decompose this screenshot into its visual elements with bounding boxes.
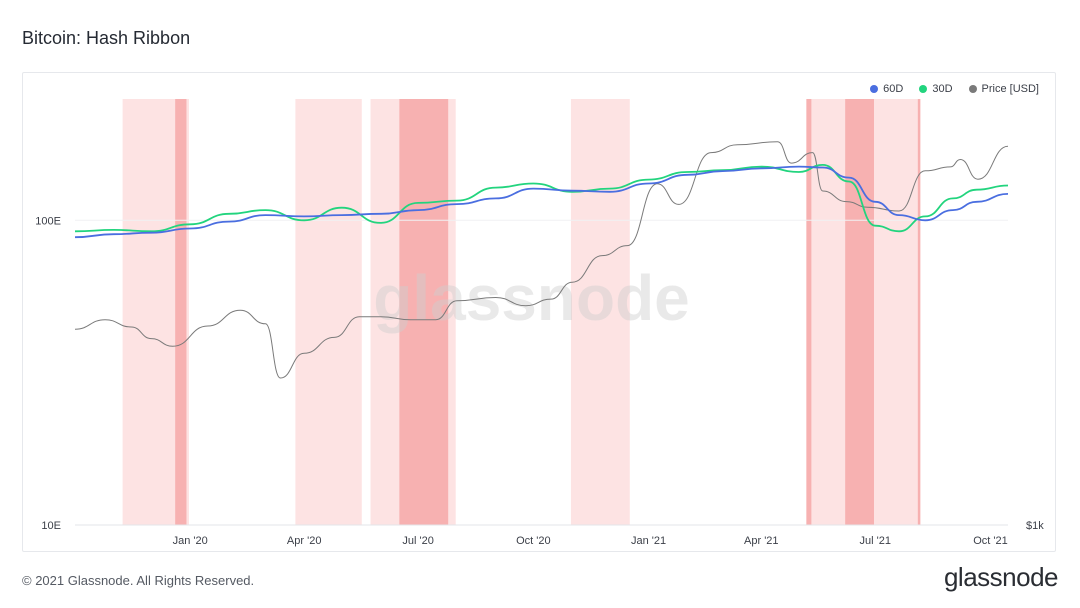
y-left-tick-label: 100E (35, 215, 61, 227)
chart-legend: 60D 30D Price [USD] (870, 83, 1039, 95)
capitulation-band-light (295, 99, 362, 525)
legend-item-30d[interactable]: 30D (919, 83, 953, 95)
legend-label-60d: 60D (883, 83, 904, 95)
page-title: Bitcoin: Hash Ribbon (22, 28, 191, 48)
legend-item-price[interactable]: Price [USD] (968, 83, 1039, 95)
legend-dot-price (968, 85, 977, 93)
legend-label-price: Price [USD] (981, 83, 1039, 95)
x-tick-label: Apr '20 (287, 535, 322, 547)
capitulation-band-dark (806, 99, 812, 525)
copyright-text: © 2021 Glassnode. All Rights Reserved. (22, 573, 255, 588)
series-line-price (74, 141, 1009, 379)
x-tick-label: Jan '21 (631, 535, 666, 547)
x-tick-label: Jul '21 (860, 535, 891, 547)
capitulation-band-dark (175, 99, 187, 525)
legend-dot-30d (919, 85, 928, 93)
legend-item-60d[interactable]: 60D (870, 83, 903, 95)
x-tick-label: Jan '20 (173, 535, 208, 547)
y-right-tick-label: $1k (1026, 520, 1044, 532)
x-tick-label: Oct '20 (516, 535, 551, 547)
x-tick-label: Jul '20 (402, 535, 433, 547)
capitulation-band-dark (917, 99, 921, 525)
chart-card: glassnode 10E 100E $1k Jan '20 Apr '20 Jul '20… (22, 72, 1056, 552)
capitulation-band-light (570, 99, 630, 525)
capitulation-band-dark (399, 99, 449, 525)
x-tick-label: Apr '21 (744, 535, 779, 547)
capitulation-band-dark (845, 99, 874, 525)
series-line-60d (74, 165, 1009, 239)
series-line-30d (74, 164, 1009, 233)
y-left-tick-label: 10E (41, 520, 61, 532)
legend-label-30d: 30D (932, 83, 953, 95)
hash-ribbon-chart[interactable]: glassnode 10E 100E $1k Jan '20 Apr '20 Jul '20… (23, 73, 1057, 553)
watermark: glassnode (373, 262, 690, 334)
legend-dot-60d (870, 85, 879, 93)
glassnode-logo[interactable]: glassnode (943, 562, 1059, 592)
x-tick-label: Oct '21 (973, 535, 1008, 547)
